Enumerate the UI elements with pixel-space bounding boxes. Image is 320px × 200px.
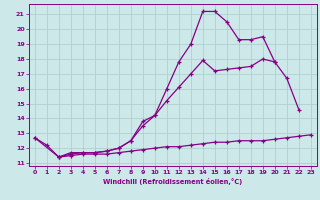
X-axis label: Windchill (Refroidissement éolien,°C): Windchill (Refroidissement éolien,°C) xyxy=(103,178,243,185)
